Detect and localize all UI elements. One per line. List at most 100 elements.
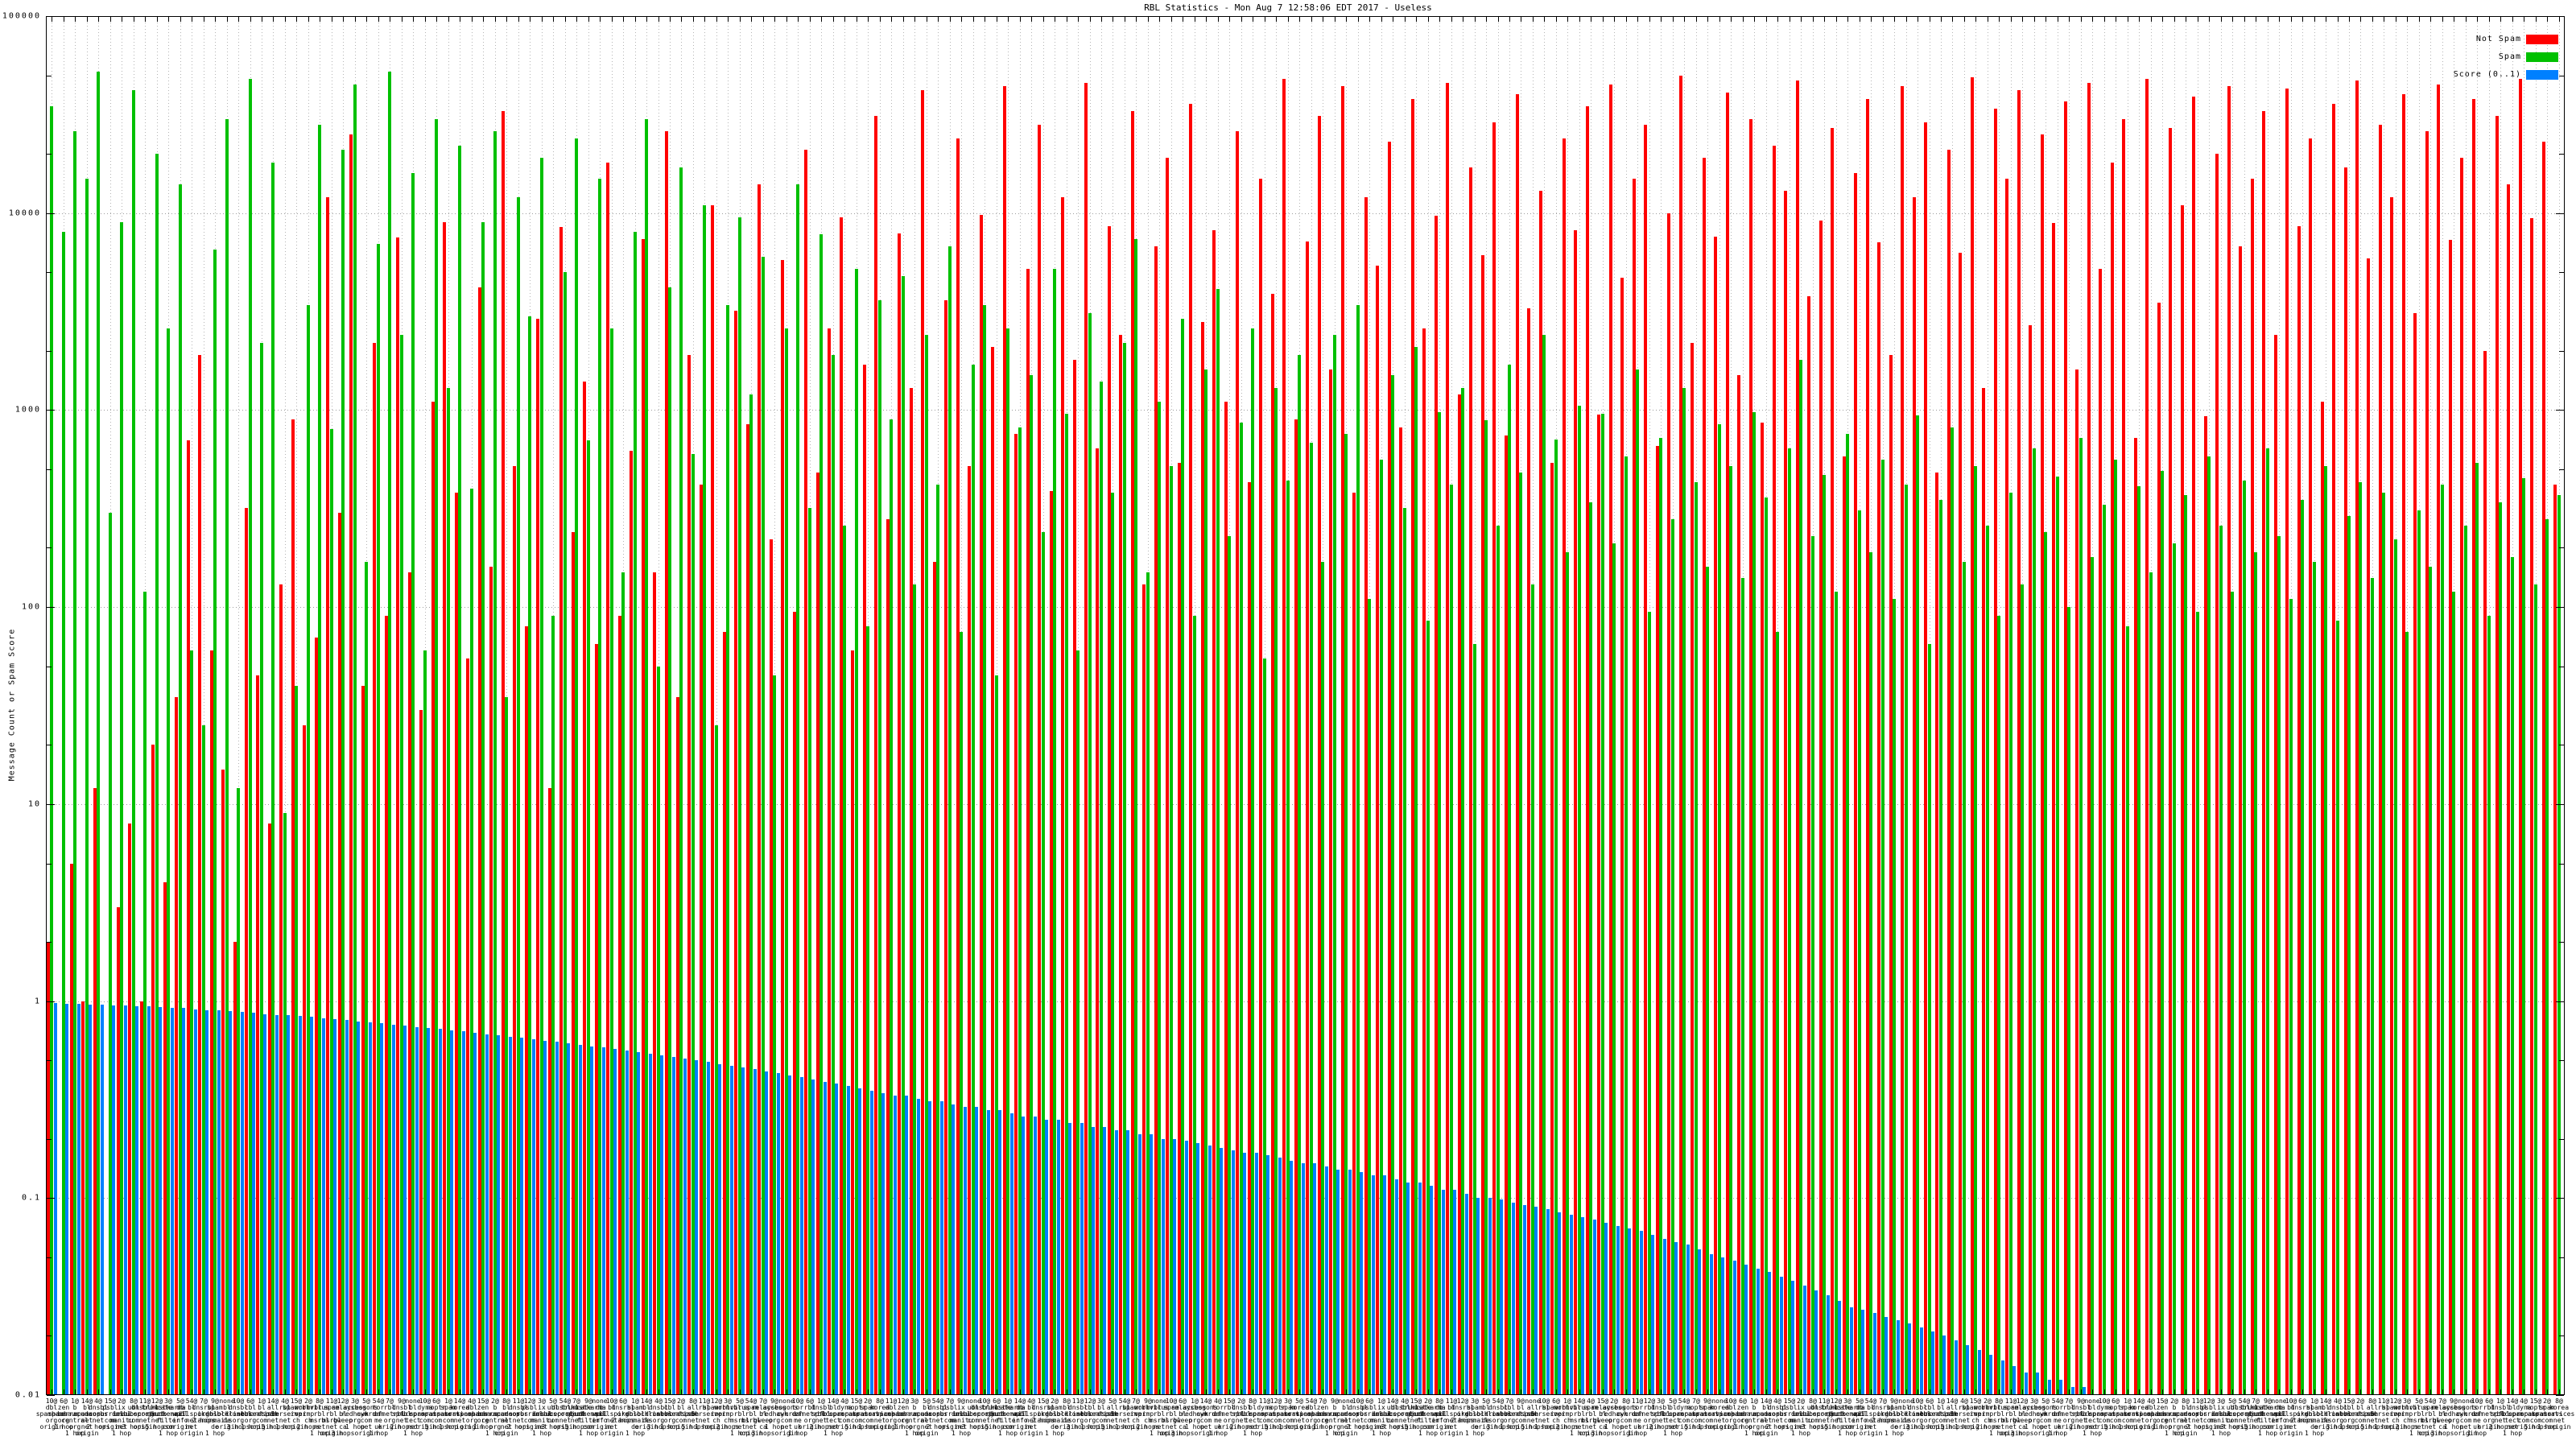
y-tick-label: 10000 [8, 208, 41, 218]
bar-not-spam [2285, 89, 2289, 1394]
bar-not-spam [1435, 216, 1438, 1394]
bar-spam [295, 686, 298, 1394]
bar-spam [481, 222, 485, 1394]
bar-score [998, 1110, 1001, 1394]
y-minor-tick-left [47, 942, 52, 943]
bar-not-spam [1773, 146, 1776, 1394]
bar-spam [1076, 650, 1080, 1394]
bar-not-spam [1061, 197, 1064, 1394]
bar-not-spam [1737, 375, 1740, 1394]
bar-score [1068, 1123, 1071, 1394]
gridline-v [716, 16, 717, 1395]
bar-score [1978, 1350, 1981, 1394]
bar-score [89, 1005, 92, 1394]
x-tick-top [1614, 17, 1615, 22]
x-tick-top [436, 17, 437, 22]
bar-score [777, 1073, 780, 1394]
x-tick-top [2232, 17, 2233, 22]
bar-not-spam [548, 788, 551, 1394]
x-tick-bottom [2104, 1389, 2105, 1394]
bar-score [683, 1059, 687, 1394]
x-tick-label: 14@ db wpbl info origin [1008, 1397, 1032, 1430]
x-tick-bottom [868, 1389, 869, 1394]
bar-not-spam [1819, 221, 1823, 1394]
bar-score [520, 1038, 523, 1394]
x-tick-top [425, 17, 426, 22]
bar-not-spam [455, 493, 458, 1394]
y-tick-label: 100000 [2, 11, 41, 21]
bar-score [124, 1005, 127, 1394]
bar-not-spam [2262, 111, 2265, 1394]
bar-not-spam [198, 355, 201, 1394]
x-tick-bottom [2349, 1389, 2350, 1394]
x-tick-label: 5@ db wpbl info origin [168, 1397, 192, 1430]
x-tick-label: none db wpbl info origin [2267, 1397, 2291, 1430]
x-tick-top [2221, 17, 2222, 22]
y-major-tick-left [47, 804, 55, 805]
bar-spam [1240, 423, 1243, 1394]
bar-spam [1286, 481, 1290, 1394]
bar-spam [762, 257, 765, 1394]
bar-spam [2137, 486, 2140, 1394]
bar-spam [936, 485, 939, 1394]
bar-spam [353, 85, 357, 1394]
bar-score [718, 1064, 721, 1394]
x-tick-bottom [1813, 1389, 1814, 1394]
bar-not-spam [2519, 79, 2522, 1394]
x-tick-label: 10@ dyna spamrats com origin [2088, 1397, 2120, 1430]
x-tick-bottom [378, 1389, 379, 1394]
x-tick-bottom [751, 1389, 752, 1394]
bar-not-spam [1108, 226, 1111, 1394]
bar-score [1814, 1290, 1818, 1394]
bar-not-spam [2122, 119, 2125, 1394]
bar-not-spam [2215, 154, 2219, 1394]
y-major-tick-right [2556, 1001, 2564, 1002]
bar-not-spam [910, 388, 913, 1394]
bar-spam [2126, 626, 2129, 1394]
bar-score [415, 1027, 419, 1394]
x-tick-label: 6@ zen spamhaus org 1 hop [47, 1397, 80, 1430]
x-tick-top [180, 17, 181, 22]
bar-score [1523, 1205, 1526, 1394]
x-tick-bottom [1136, 1389, 1137, 1394]
bar-spam [260, 343, 263, 1394]
bar-not-spam [1212, 230, 1216, 1394]
x-tick-bottom [2477, 1389, 2478, 1394]
x-tick-label: 1@ b barracuda central org 1 hop [1736, 1397, 1772, 1437]
x-tick-bottom [2466, 1389, 2467, 1394]
bar-score [928, 1101, 931, 1394]
bar-not-spam [221, 770, 225, 1394]
bar-spam [564, 272, 567, 1394]
x-tick-bottom [1008, 1389, 1009, 1394]
bar-spam [2149, 572, 2153, 1394]
legend-row-not-spam: Not Spam [2355, 35, 2558, 44]
bar-spam [2266, 448, 2269, 1394]
x-tick-bottom [1078, 1389, 1079, 1394]
x-tick-label: 6@ dnsrbl org 2 hops [611, 1397, 635, 1424]
x-tick-top [1684, 17, 1685, 22]
bar-spam [1298, 355, 1301, 1394]
bar-score [1476, 1198, 1480, 1394]
x-tick-top [751, 17, 752, 22]
x-tick-label: 7@ relays bl gweep ca 3 hops [751, 1397, 775, 1437]
x-tick-label: 11@ dnsbl dronebl org 3 hops [1064, 1397, 1092, 1430]
x-tick-label: 14@ bl spamcop net net origin [73, 1397, 101, 1437]
x-tick-label: 4@ dnsbl sorbs net 2 hops [86, 1397, 110, 1430]
bar-spam [657, 667, 660, 1394]
bar-not-spam [1096, 448, 1099, 1394]
bar-spam [995, 675, 998, 1394]
x-tick-label: 10@ spam rbl msrbl net origin [1159, 1397, 1183, 1437]
bar-score [1827, 1295, 1830, 1394]
x-tick-top [1952, 17, 1953, 22]
bar-not-spam [1959, 253, 1962, 1394]
bar-not-spam [653, 572, 656, 1394]
x-tick-label: 2@ b barracuda central org 1 hop [477, 1397, 513, 1437]
bar-score [1430, 1186, 1433, 1394]
x-tick-label: 3@ hostkarma junkemail filter com 1 hop [151, 1397, 186, 1437]
x-tick-bottom [1603, 1389, 1604, 1394]
bar-not-spam [1644, 125, 1647, 1394]
x-tick-top [2477, 17, 2478, 22]
x-tick-bottom [343, 1389, 344, 1394]
bar-score [2048, 1380, 2051, 1394]
x-tick-label: 14@ bl spamcop net net origin [1752, 1397, 1780, 1437]
